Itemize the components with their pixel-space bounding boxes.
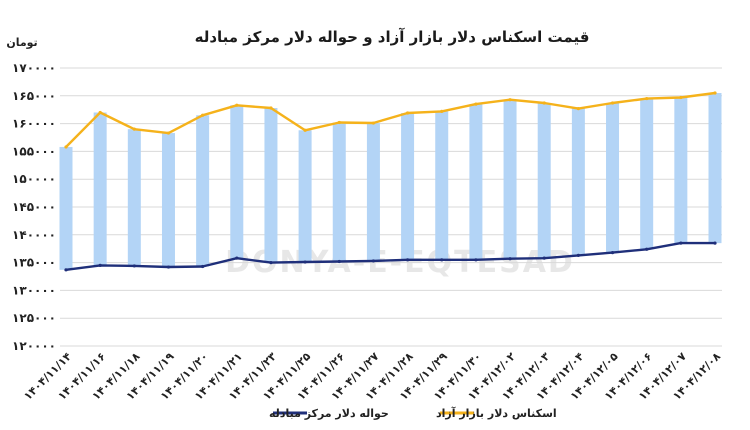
spread-bar	[435, 111, 449, 260]
data-point	[440, 258, 444, 262]
data-point	[610, 101, 615, 105]
data-point	[508, 98, 512, 102]
y-tick-label: ۱۶۵۰۰۰	[12, 89, 56, 103]
data-point	[337, 259, 341, 264]
y-tick-label: ۱۳۵۰۰۰	[12, 256, 56, 270]
data-point	[405, 111, 410, 115]
data-point	[64, 145, 68, 149]
data-point	[98, 263, 102, 267]
spread-bar	[571, 108, 585, 256]
data-point	[166, 265, 171, 269]
data-point	[98, 110, 102, 115]
data-point	[713, 91, 717, 95]
spread-bar	[230, 105, 244, 259]
data-point	[235, 256, 239, 260]
legend-label-free-market: اسکناس دلار بازار آزاد	[436, 406, 557, 420]
spread-bar	[161, 133, 175, 268]
y-tick-label: ۱۴۵۰۰۰	[12, 200, 56, 214]
data-point	[371, 259, 376, 263]
legend-item-free-market: اسکناس دلار بازار آزاد	[436, 406, 557, 420]
spread-bar	[503, 99, 517, 259]
data-point	[610, 250, 615, 255]
data-point	[474, 258, 478, 262]
data-point	[645, 96, 649, 101]
spread-bar	[298, 130, 312, 263]
spread-bar	[332, 122, 346, 262]
spread-bar	[127, 129, 141, 266]
data-point	[269, 106, 273, 110]
y-tick-label: ۱۷۰۰۰۰	[12, 61, 56, 75]
data-point	[64, 268, 68, 272]
y-tick-label: ۱۵۵۰۰۰	[12, 144, 56, 158]
data-point	[679, 95, 683, 100]
y-tick-label: ۱۲۰۰۰۰	[12, 339, 56, 353]
data-point	[542, 101, 546, 105]
data-point	[201, 113, 205, 117]
grid-lines	[60, 67, 722, 347]
data-point	[303, 260, 307, 264]
legend-item-exchange-center: حواله دلار مرکز مبادله	[269, 407, 389, 420]
spread-bar	[366, 123, 380, 261]
y-tick-label: ۱۴۰۰۰۰	[12, 228, 56, 242]
spread-bars	[59, 93, 722, 270]
data-point	[235, 103, 239, 107]
legend: اسکناس دلار بازار آزاد حواله دلار مرکز م…	[269, 406, 557, 420]
y-axis-unit-label: تومان	[6, 36, 37, 49]
data-point	[337, 120, 341, 125]
data-point	[576, 106, 580, 111]
data-point	[201, 264, 205, 269]
series-line-free-market	[65, 91, 716, 148]
data-point	[679, 241, 683, 245]
spread-bar	[674, 97, 688, 244]
spread-bar	[708, 93, 722, 244]
spread-bar	[196, 115, 210, 267]
y-tick-label: ۱۵۰۰۰۰	[12, 172, 56, 186]
y-tick-label: ۱۲۵۰۰۰	[12, 311, 56, 325]
spread-bar	[59, 146, 73, 270]
spread-bar	[264, 108, 278, 263]
data-point	[132, 264, 136, 268]
data-point	[132, 127, 136, 131]
data-point	[576, 253, 580, 257]
data-point	[405, 258, 410, 262]
y-axis-ticks: ۱۷۰۰۰۰ ۱۶۵۰۰۰ ۱۶۰۰۰۰ ۱۵۵۰۰۰ ۱۵۰۰۰۰ ۱۴۵۰۰۰ ۱۴۰۰…	[12, 61, 56, 353]
data-point	[542, 256, 546, 260]
data-point	[645, 247, 649, 251]
spread-bar	[537, 103, 551, 259]
y-tick-label: ۱۶۰۰۰۰	[12, 117, 56, 131]
legend-label-exchange-center: حواله دلار مرکز مبادله	[269, 407, 389, 420]
x-axis-ticks: ۱۴۰۴/۱۱/۱۴۱۴۰۴/۱۱/۱۶۱۴۰۴/۱۱/۱۸۱۴۰۴/۱۱/۱۹…	[21, 350, 723, 403]
series-lines	[64, 91, 717, 272]
spread-bar	[401, 113, 415, 260]
spread-bar	[93, 112, 107, 266]
data-point	[166, 131, 171, 135]
y-tick-label: ۱۳۰۰۰۰	[12, 283, 56, 297]
data-point	[371, 121, 376, 125]
spread-bar	[469, 104, 483, 260]
chart-title: قیمت اسکناس دلار بازار آزاد و حواله دلار…	[195, 28, 590, 46]
data-point	[440, 109, 444, 113]
data-point	[474, 102, 478, 106]
data-point	[508, 257, 512, 261]
data-point	[713, 241, 717, 245]
spread-bar	[640, 98, 654, 250]
series-line-exchange-center	[65, 241, 715, 271]
data-point	[269, 261, 273, 265]
spread-bar	[606, 103, 620, 253]
data-point	[303, 128, 307, 132]
